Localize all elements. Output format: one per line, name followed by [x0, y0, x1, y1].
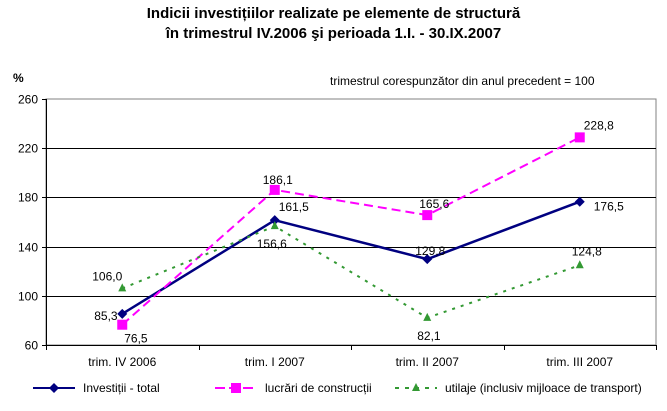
plot-area-border: [45, 98, 657, 346]
chart-title-line-1: Indicii investițiilor realizate pe eleme…: [146, 5, 521, 22]
data-label: 124,8: [572, 244, 602, 258]
marker-square: [269, 184, 280, 195]
axes: 60 100 140 180 220 260 trim. IV 2006 trim. I 20…: [18, 93, 657, 369]
legend-item: Investiții - total: [33, 381, 160, 395]
data-label: 85,3: [94, 309, 118, 323]
y-axis-label: %: [13, 71, 24, 85]
x-tick-label: trim. II 2007: [396, 355, 460, 369]
gridlines: [45, 98, 657, 346]
y-tick-label: 220: [18, 142, 38, 156]
legend-swatch: [395, 383, 437, 391]
legend-label: Investiții - total: [83, 381, 160, 395]
x-tick-label: trim. I 2007: [245, 355, 305, 369]
chart-title-line-2: în trimestrul IV.2006 şi perioada 1.I. -…: [165, 25, 502, 42]
y-tick-label: 100: [18, 290, 38, 304]
marker-diamond: [269, 215, 280, 226]
series-line: [121, 200, 581, 315]
data-label: 76,5: [124, 332, 148, 346]
legend-label: lucrări de construcții: [265, 381, 372, 395]
data-label: 186,1: [263, 173, 293, 187]
marker-triangle: [270, 221, 279, 230]
series-group: [117, 132, 585, 330]
marker-diamond: [422, 254, 433, 265]
y-tick-label: 140: [18, 241, 38, 255]
legend-item: lucrări de construcții: [215, 381, 372, 395]
data-label: 129,8: [415, 244, 445, 258]
marker-square: [574, 132, 585, 143]
y-tick-label: 60: [25, 339, 39, 353]
x-tick-label: trim. III 2007: [546, 355, 613, 369]
series-1: [117, 196, 585, 319]
series-3: [118, 221, 584, 321]
series-line: [121, 225, 581, 319]
data-label: 228,8: [584, 118, 614, 132]
marker-square: [422, 210, 433, 221]
marker-triangle: [118, 283, 127, 292]
marker-triangle: [412, 383, 420, 391]
legend-item: utilaje (inclusiv mijloace de transport): [395, 381, 642, 395]
marker-square: [117, 319, 128, 330]
marker-diamond: [49, 383, 59, 393]
data-label: 156,6: [257, 237, 287, 251]
chart-subtitle: trimestrul corespunzător din anul preced…: [330, 74, 595, 88]
legend-swatch: [215, 383, 257, 393]
marker-diamond: [117, 308, 128, 319]
x-tick-label: trim. IV 2006: [88, 355, 156, 369]
marker-square: [231, 383, 241, 393]
data-labels: 85,3 161,5 129,8 176,5 76,5 186,1 165,6 228,8 10…: [92, 118, 624, 345]
series-2: [117, 132, 585, 330]
marker-diamond: [574, 196, 585, 207]
chart-title: Indicii investițiilor realizate pe eleme…: [0, 4, 667, 44]
data-label: 106,0: [92, 269, 122, 283]
marker-triangle: [423, 312, 432, 321]
legend-swatch: [33, 383, 75, 393]
marker-triangle: [575, 260, 584, 269]
data-label: 161,5: [279, 200, 309, 214]
y-tick-label: 180: [18, 191, 38, 205]
data-label: 176,5: [594, 200, 624, 214]
data-label: 165,6: [419, 197, 449, 211]
legend-label: utilaje (inclusiv mijloace de transport): [445, 381, 642, 395]
data-label: 82,1: [417, 329, 441, 343]
legend: Investiții - total lucrări de construcții…: [0, 381, 667, 401]
y-tick-label: 260: [18, 93, 38, 107]
